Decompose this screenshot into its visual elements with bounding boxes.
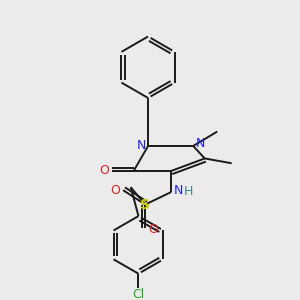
Text: N: N — [137, 140, 146, 152]
Text: N: N — [195, 136, 205, 150]
Text: O: O — [99, 164, 109, 177]
Text: O: O — [148, 223, 158, 236]
Text: S: S — [140, 198, 150, 212]
Text: Cl: Cl — [132, 288, 145, 300]
Text: O: O — [110, 184, 120, 197]
Text: N: N — [174, 184, 184, 197]
Text: H: H — [184, 184, 193, 198]
